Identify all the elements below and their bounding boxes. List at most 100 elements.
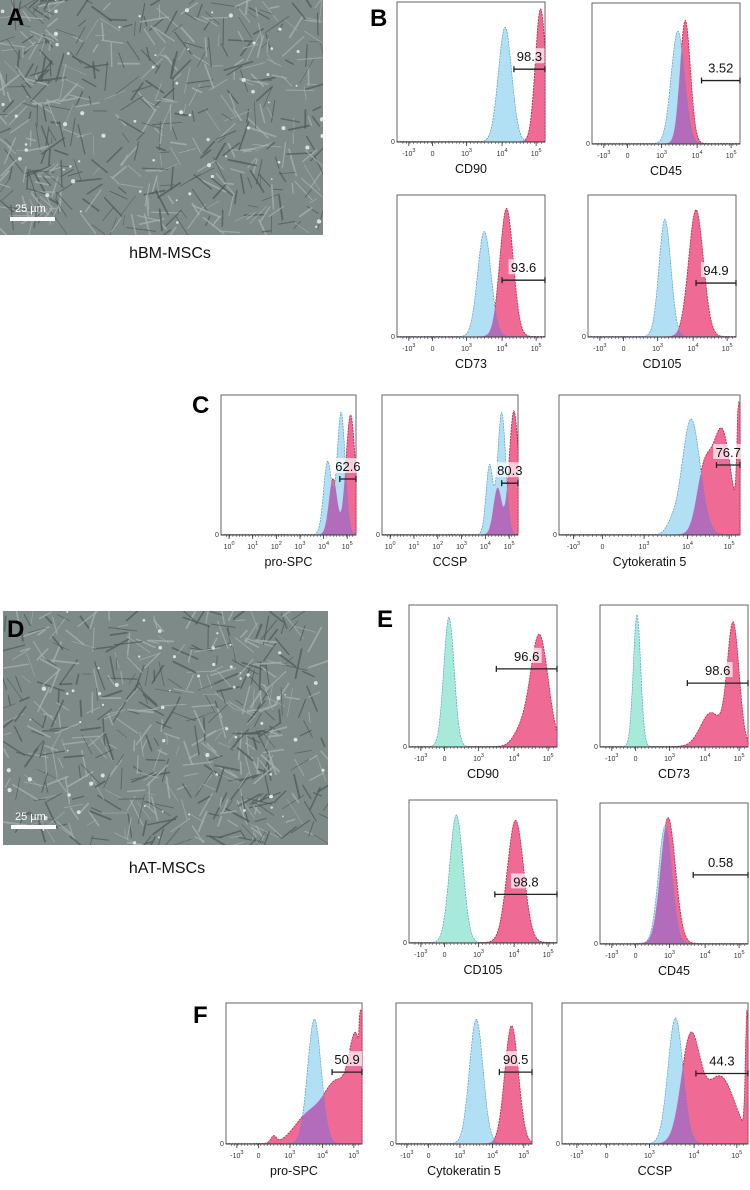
svg-text:-103: -103 xyxy=(605,950,618,960)
svg-text:105: 105 xyxy=(543,949,554,959)
x-axis-label: pro-SPC xyxy=(226,1164,362,1178)
svg-text:104: 104 xyxy=(318,541,329,551)
cell-texture xyxy=(3,611,328,845)
svg-text:104: 104 xyxy=(480,541,491,551)
y-axis-zero: 0 xyxy=(220,1141,224,1148)
y-axis-zero: 0 xyxy=(390,1141,394,1148)
svg-text:-103: -103 xyxy=(414,753,427,763)
x-axis-label: CD105 xyxy=(588,357,736,371)
gate-percent: 3.52 xyxy=(708,61,733,76)
svg-text:-103: -103 xyxy=(593,343,606,353)
panel-letter-e: E xyxy=(377,608,393,632)
svg-text:100: 100 xyxy=(385,541,396,551)
svg-text:0: 0 xyxy=(431,151,435,158)
svg-text:102: 102 xyxy=(432,541,443,551)
svg-text:-103: -103 xyxy=(567,541,580,551)
svg-text:101: 101 xyxy=(247,541,258,551)
cell-texture xyxy=(0,0,323,235)
svg-text:-103: -103 xyxy=(400,1150,413,1160)
gate-percent: 50.9 xyxy=(334,1052,359,1067)
svg-text:103: 103 xyxy=(295,541,306,551)
svg-text:0: 0 xyxy=(443,756,447,763)
scale-bar xyxy=(11,825,56,829)
y-axis-zero: 0 xyxy=(586,141,590,148)
gate-percent: 62.6 xyxy=(335,459,360,474)
svg-text:103: 103 xyxy=(454,1150,465,1160)
svg-text:103: 103 xyxy=(473,949,484,959)
x-axis-label: CD45 xyxy=(592,164,740,178)
gate-percent: 93.6 xyxy=(511,260,536,275)
y-axis-zero: 0 xyxy=(556,1141,560,1148)
svg-text:105: 105 xyxy=(731,1150,742,1160)
x-axis-label: CD45 xyxy=(600,964,748,978)
x-axis-label: CCSP xyxy=(382,555,518,569)
svg-text:103: 103 xyxy=(644,1150,655,1160)
svg-text:105: 105 xyxy=(722,343,733,353)
svg-text:103: 103 xyxy=(473,753,484,763)
x-axis-label: CD90 xyxy=(409,767,557,781)
caption-hat-mscs: hAT-MSCs xyxy=(87,860,247,878)
svg-text:0: 0 xyxy=(431,346,435,353)
svg-text:103: 103 xyxy=(664,950,675,960)
plot-frame xyxy=(397,2,545,142)
gate-percent: 90.5 xyxy=(503,1052,528,1067)
svg-text:104: 104 xyxy=(487,1150,498,1160)
svg-text:104: 104 xyxy=(688,343,699,353)
svg-text:-103: -103 xyxy=(570,1150,583,1160)
gate-percent: 98.6 xyxy=(705,663,730,678)
svg-text:105: 105 xyxy=(734,950,745,960)
svg-text:103: 103 xyxy=(284,1150,295,1160)
svg-text:101: 101 xyxy=(409,541,420,551)
svg-text:104: 104 xyxy=(497,343,508,353)
svg-text:104: 104 xyxy=(700,753,711,763)
gate-percent: 44.3 xyxy=(709,1054,734,1069)
x-axis-label: CD73 xyxy=(600,767,748,781)
svg-text:0: 0 xyxy=(622,346,626,353)
y-axis-zero: 0 xyxy=(403,940,407,947)
svg-text:103: 103 xyxy=(456,541,467,551)
x-axis-label: Cytokeratin 5 xyxy=(559,555,740,569)
svg-text:105: 105 xyxy=(724,541,735,551)
svg-text:-103: -103 xyxy=(597,150,610,160)
plot-frame xyxy=(409,800,557,943)
svg-text:-103: -103 xyxy=(402,343,415,353)
y-axis-zero: 0 xyxy=(553,532,557,539)
x-axis-label: CD105 xyxy=(409,963,557,977)
svg-text:105: 105 xyxy=(734,753,745,763)
svg-text:104: 104 xyxy=(682,541,693,551)
gate-percent: 98.3 xyxy=(517,49,542,64)
gate-percent: 80.3 xyxy=(497,463,522,478)
svg-text:-103: -103 xyxy=(230,1150,243,1160)
svg-text:105: 105 xyxy=(518,1150,529,1160)
svg-text:104: 104 xyxy=(689,1150,700,1160)
svg-text:0: 0 xyxy=(634,756,638,763)
svg-text:103: 103 xyxy=(461,343,472,353)
panel-letter-d: D xyxy=(7,618,24,642)
gate-percent: 96.6 xyxy=(514,649,539,664)
svg-text:103: 103 xyxy=(639,541,650,551)
x-axis-label: pro-SPC xyxy=(221,555,356,569)
svg-text:0: 0 xyxy=(634,953,638,960)
svg-text:105: 105 xyxy=(726,150,737,160)
svg-text:-103: -103 xyxy=(605,753,618,763)
svg-text:-103: -103 xyxy=(414,949,427,959)
svg-text:100: 100 xyxy=(224,541,235,551)
